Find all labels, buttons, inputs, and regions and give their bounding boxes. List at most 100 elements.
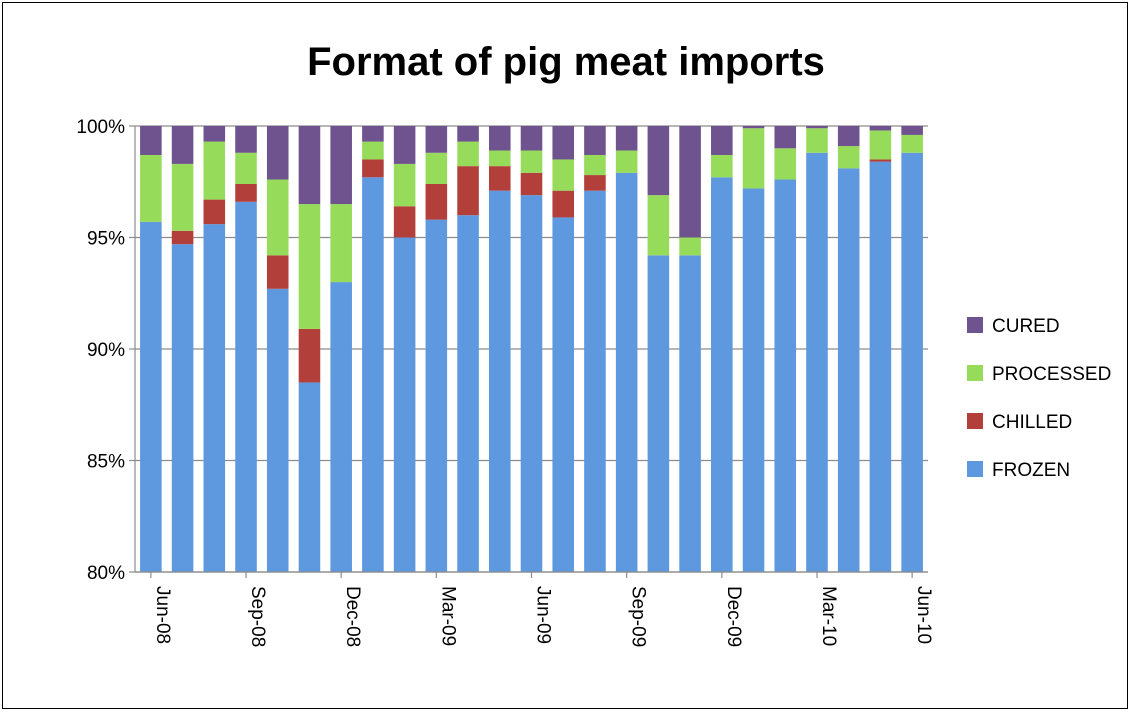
bar-segment-processed <box>362 141 384 160</box>
x-tick-label: Jun-10 <box>913 586 934 644</box>
bar-segment-cured <box>203 126 226 142</box>
y-tick-label: 85% <box>87 452 125 473</box>
bar-segment-cured <box>520 126 543 151</box>
legend-swatch-cured <box>967 317 983 333</box>
bar-segment-processed <box>711 154 733 178</box>
bar-segment-cured <box>488 126 511 151</box>
bar-segment-frozen <box>711 177 733 573</box>
x-tick-label: Sep-08 <box>247 586 268 647</box>
bar-segment-processed <box>869 130 892 160</box>
bar-segment-chilled <box>425 183 448 220</box>
bar-segment-cured <box>584 126 606 155</box>
legend-label-cured: CURED <box>992 316 1060 337</box>
bar-segment-processed <box>457 141 479 167</box>
bar-segment-cured <box>837 126 860 147</box>
bar-segment-frozen <box>171 244 194 572</box>
bar-segment-processed <box>171 163 194 231</box>
legend-label-frozen: FROZEN <box>992 460 1070 481</box>
chart-title: Format of pig meat imports <box>307 40 825 84</box>
bar-segment-frozen <box>901 152 923 572</box>
bar-segment-frozen <box>235 201 257 572</box>
bar-segment-processed <box>806 128 828 153</box>
legend: CURED PROCESSED CHILLED FROZEN <box>967 316 1111 481</box>
bar-segment-frozen <box>488 190 511 573</box>
bar-segment-chilled <box>298 328 321 383</box>
bar-segment-processed <box>298 204 321 329</box>
bar-segment-chilled <box>584 175 606 191</box>
x-tick-label: Mar-09 <box>437 586 458 646</box>
bar-segment-processed <box>235 152 257 184</box>
bar-segment-chilled <box>869 159 892 162</box>
bar-segment-frozen <box>869 161 892 572</box>
y-tick-label: 95% <box>87 229 125 250</box>
bar-segment-cured <box>362 126 384 142</box>
bar-segment-chilled <box>171 230 194 245</box>
x-tick-label: Dec-08 <box>342 586 363 647</box>
bar-segment-chilled <box>520 172 543 196</box>
bar-segment-cured <box>457 126 479 142</box>
bar-segment-frozen <box>774 179 797 572</box>
bar-segment-frozen <box>806 152 828 572</box>
bar-segment-frozen <box>552 217 575 572</box>
bars <box>140 126 923 573</box>
x-tick-label: Dec-09 <box>723 586 744 647</box>
legend-label-chilled: CHILLED <box>992 412 1072 433</box>
bar-segment-processed <box>203 141 226 200</box>
bar-segment-frozen <box>266 288 289 572</box>
bar-segment-cured <box>266 126 289 180</box>
bar-segment-chilled <box>362 159 384 178</box>
bar-segment-frozen <box>615 172 638 572</box>
x-tick-label: Jun-09 <box>533 586 554 644</box>
bar-segment-processed <box>520 150 543 173</box>
bar-segment-cured <box>647 126 670 196</box>
y-tick-label: 80% <box>87 563 125 584</box>
bar-segment-frozen <box>298 382 321 572</box>
bar-segment-processed <box>774 148 797 180</box>
bar-segment-cured <box>806 126 828 129</box>
bar-segment-processed <box>266 179 289 256</box>
bar-segment-cured <box>774 126 797 149</box>
bar-segment-cured <box>298 126 321 205</box>
bar-segment-cured <box>425 126 448 153</box>
bar-segment-processed <box>679 237 701 256</box>
bar-segment-processed <box>330 204 352 283</box>
bar-segment-cured <box>393 126 416 164</box>
x-tick-label: Sep-09 <box>628 586 649 647</box>
bar-segment-frozen <box>647 255 670 572</box>
bar-segment-cured <box>615 126 638 151</box>
bar-segment-frozen <box>393 237 416 572</box>
bar-segment-processed <box>584 154 606 176</box>
bar-segment-cured <box>679 126 701 238</box>
bar-segment-cured <box>711 126 733 155</box>
x-tick-label: Mar-10 <box>818 586 839 646</box>
bar-segment-cured <box>742 126 765 129</box>
bar-segment-frozen <box>425 219 448 572</box>
bar-segment-cured <box>901 126 923 135</box>
bar-segment-chilled <box>203 199 226 225</box>
bar-segment-frozen <box>140 221 162 572</box>
bar-segment-frozen <box>330 282 352 572</box>
bar-segment-frozen <box>203 224 226 572</box>
bar-segment-processed <box>615 150 638 173</box>
bar-segment-chilled <box>488 166 511 191</box>
bar-segment-cured <box>235 126 257 153</box>
axes: 80% 85% 90% 95% 100% Jun-08 Sep-08 Dec-08 Mar-09… <box>76 117 934 647</box>
bar-segment-frozen <box>362 177 384 573</box>
bar-segment-frozen <box>837 168 860 572</box>
bar-segment-cured <box>330 126 352 205</box>
bar-segment-chilled <box>552 190 575 218</box>
legend-swatch-processed <box>967 365 983 381</box>
bar-segment-processed <box>837 146 860 169</box>
y-tick-label: 90% <box>87 340 125 361</box>
bar-segment-processed <box>140 154 162 222</box>
legend-swatch-chilled <box>967 413 983 429</box>
bar-segment-cured <box>171 126 194 164</box>
bar-segment-frozen <box>584 190 606 573</box>
x-tick-label: Jun-08 <box>152 586 173 644</box>
bar-segment-chilled <box>235 183 257 202</box>
legend-swatch-frozen <box>967 461 983 477</box>
bar-segment-processed <box>488 150 511 167</box>
legend-label-processed: PROCESSED <box>992 364 1111 385</box>
bar-segment-cured <box>140 126 162 155</box>
